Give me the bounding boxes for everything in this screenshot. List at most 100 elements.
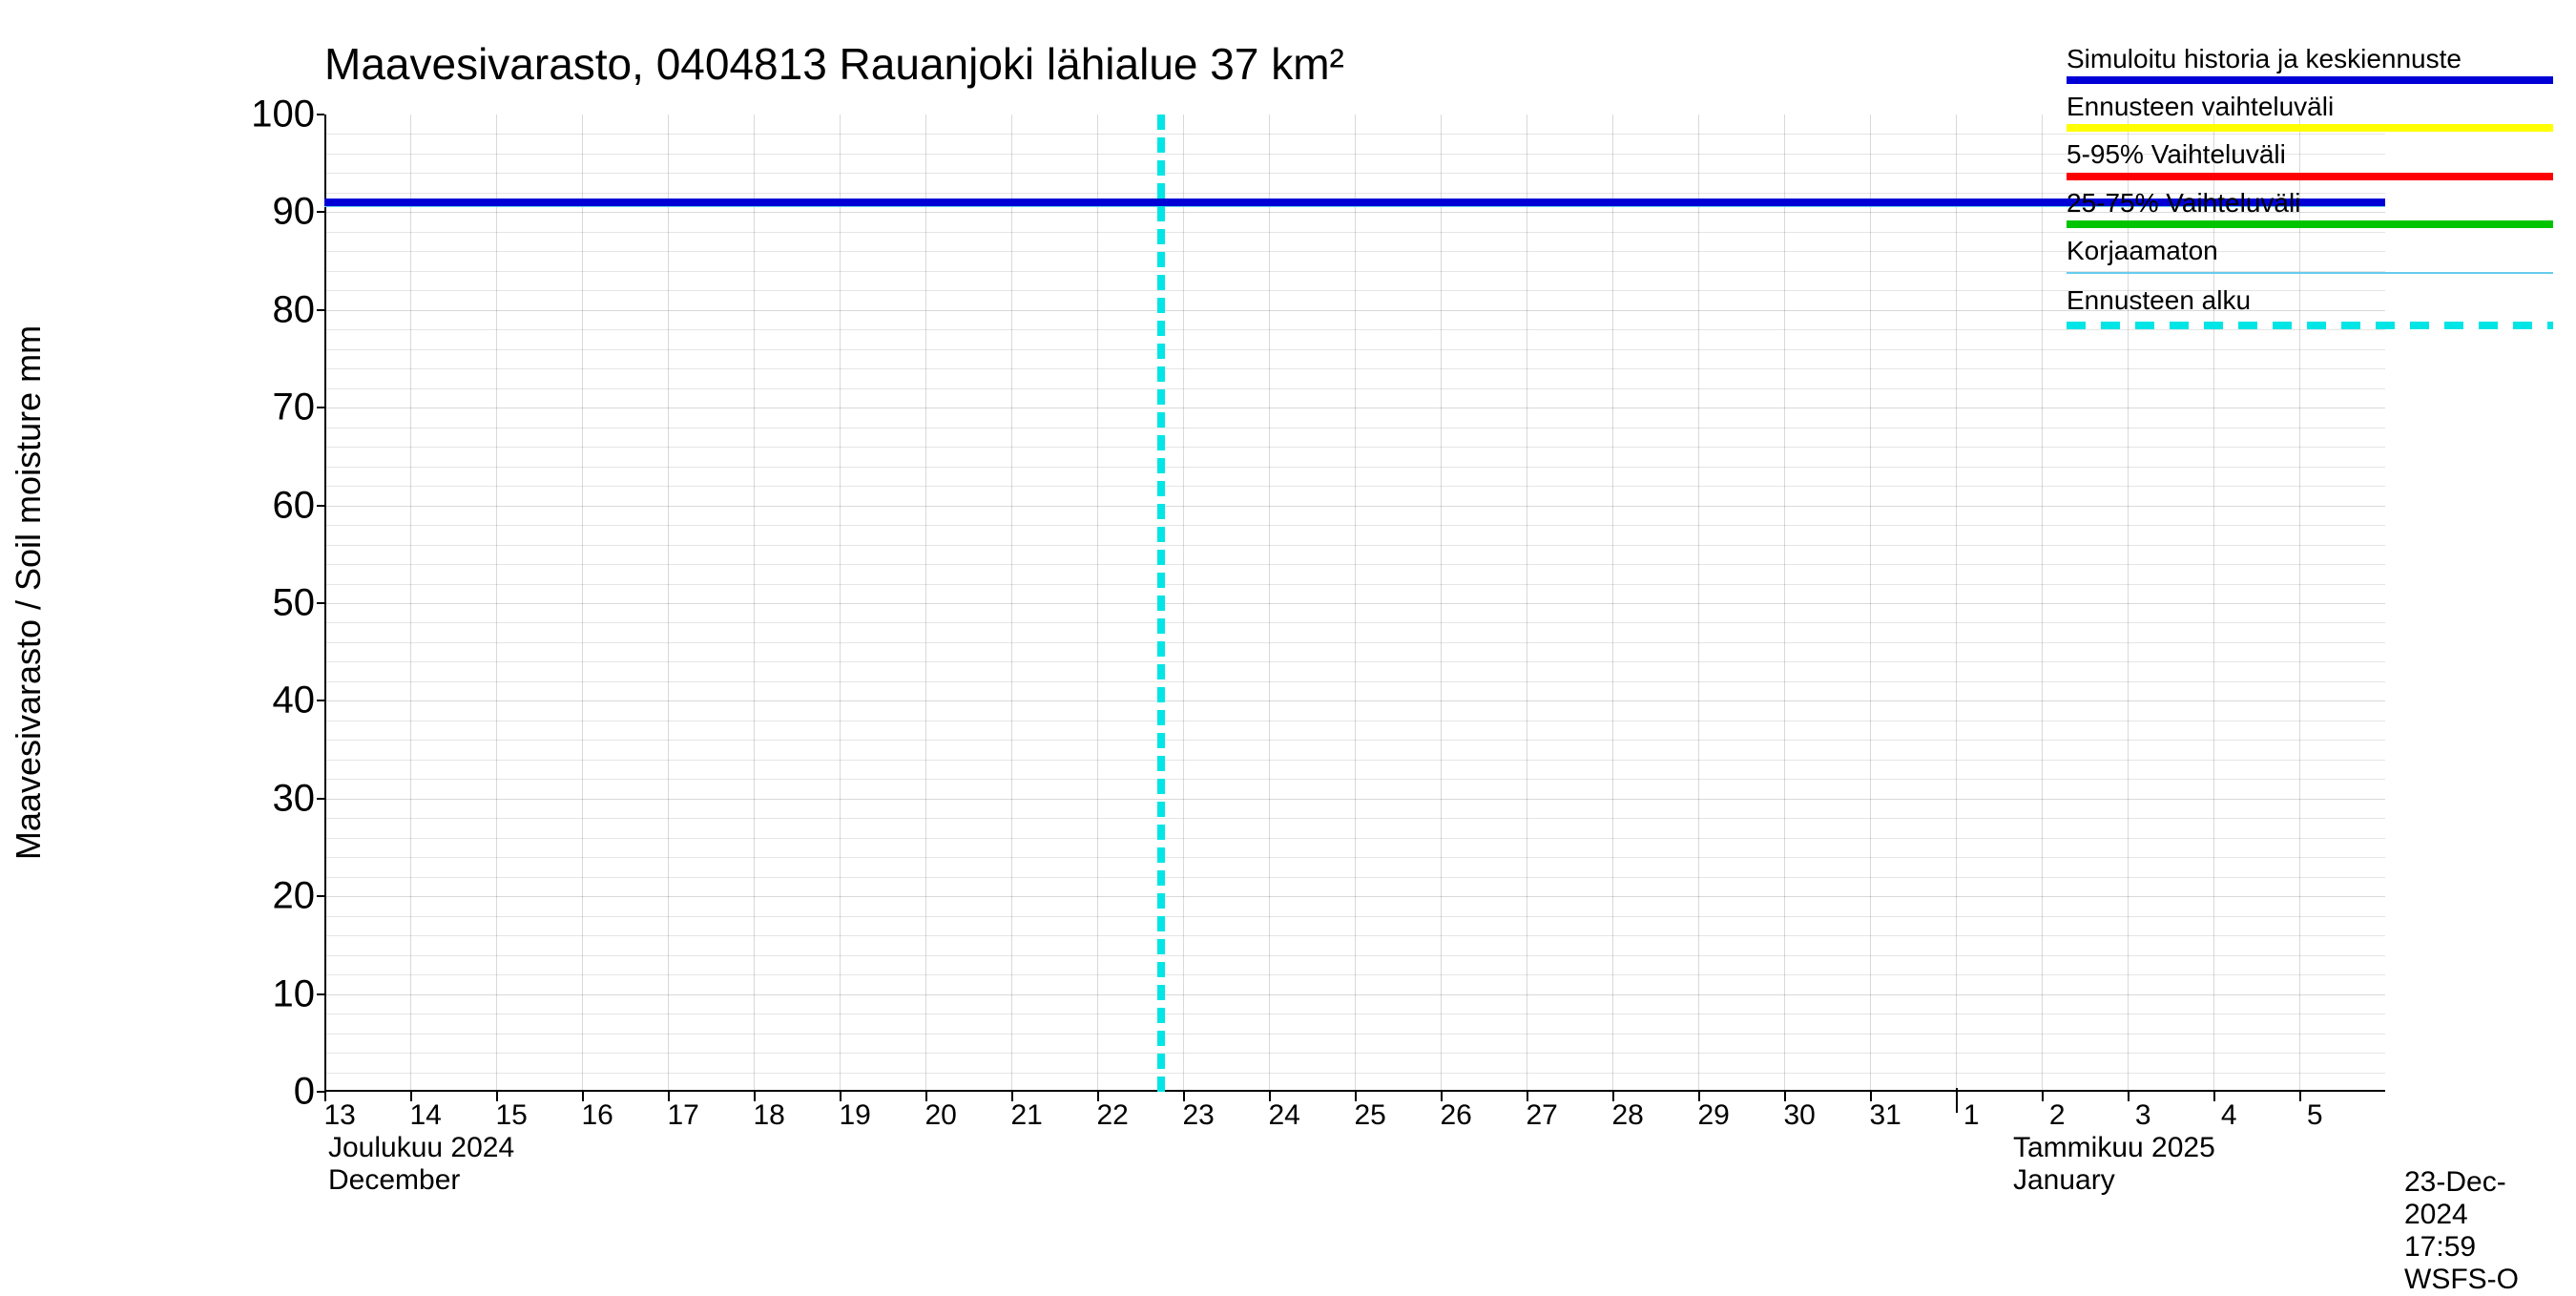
x-tick-label: 26 (1441, 1099, 1472, 1132)
month-label-2: Tammikuu 2025 (2013, 1132, 2215, 1164)
x-tick-label: 5 (2307, 1099, 2323, 1132)
y-tick-label: 0 (294, 1071, 315, 1114)
legend-swatch (2067, 220, 2553, 228)
legend-label: Ennusteen vaihteluväli (2067, 92, 2553, 122)
x-tick (925, 1092, 927, 1101)
y-tick-label: 10 (273, 972, 316, 1015)
timestamp: 23-Dec-2024 17:59 WSFS-O (2404, 1166, 2547, 1210)
forecast-start-line (1157, 115, 1165, 1092)
x-tick-label: 13 (324, 1099, 356, 1132)
x-tick (754, 1092, 756, 1101)
x-tick (1870, 1092, 1872, 1101)
legend: Simuloitu historia ja keskiennuste Ennust… (2067, 44, 2553, 337)
y-tick (317, 505, 324, 507)
x-tick-label: 31 (1870, 1099, 1901, 1132)
x-tick-label: 23 (1183, 1099, 1215, 1132)
grid-line-v (324, 115, 325, 1092)
y-tick-label: 90 (273, 191, 316, 234)
legend-label: 25-75% Vaihteluväli (2067, 188, 2553, 219)
grid-line-v (668, 115, 669, 1092)
x-tick (1183, 1092, 1185, 1101)
x-tick-label: 21 (1011, 1099, 1043, 1132)
legend-label: Simuloitu historia ja keskiennuste (2067, 44, 2553, 74)
x-tick (668, 1092, 670, 1101)
x-tick (1269, 1092, 1271, 1101)
x-tick-label: 15 (496, 1099, 528, 1132)
legend-swatch (2067, 76, 2553, 84)
x-tick-label: 30 (1784, 1099, 1816, 1132)
x-tick-label: 20 (925, 1099, 957, 1132)
grid-line-v (1355, 115, 1356, 1092)
x-tick (1011, 1092, 1013, 1101)
x-tick-label: 27 (1527, 1099, 1558, 1132)
x-tick (1612, 1092, 1614, 1101)
x-tick (410, 1092, 412, 1101)
grid-line-v (1097, 115, 1098, 1092)
y-tick-label: 80 (273, 288, 316, 331)
y-tick (317, 114, 324, 115)
x-tick-label: 24 (1269, 1099, 1300, 1132)
y-axis-label: Maavesivarasto / Soil moisture mm (9, 325, 49, 860)
legend-item: Simuloitu historia ja keskiennuste (2067, 44, 2553, 84)
x-tick-label: 2 (2049, 1099, 2066, 1132)
legend-item: Ennusteen alku (2067, 285, 2553, 329)
grid-line-v (1784, 115, 1785, 1092)
x-tick (2299, 1092, 2301, 1101)
legend-item: 5-95% Vaihteluväli (2067, 139, 2553, 179)
x-tick (2128, 1092, 2129, 1101)
grid-line-v (925, 115, 926, 1092)
legend-item: Korjaamaton (2067, 236, 2553, 274)
x-tick-label: 3 (2135, 1099, 2151, 1132)
x-tick-label: 29 (1698, 1099, 1730, 1132)
grid-line-v (582, 115, 583, 1092)
x-tick (840, 1092, 841, 1101)
grid-line-v (1956, 115, 1957, 1092)
x-tick (324, 1092, 326, 1101)
x-tick (1355, 1092, 1357, 1101)
x-tick (1527, 1092, 1528, 1101)
grid-line-v (1441, 115, 1442, 1092)
y-tick-label: 60 (273, 484, 316, 527)
x-tick (1097, 1092, 1099, 1101)
legend-swatch (2067, 124, 2553, 132)
y-tick-label: 30 (273, 777, 316, 820)
grid-line-v (1183, 115, 1184, 1092)
y-tick (317, 798, 324, 800)
x-tick-label: 28 (1612, 1099, 1644, 1132)
x-tick-label: 16 (582, 1099, 613, 1132)
y-tick-label: 50 (273, 582, 316, 625)
x-tick (2213, 1092, 2215, 1101)
grid-line-v (1870, 115, 1871, 1092)
x-tick (582, 1092, 584, 1101)
x-tick (2042, 1092, 2044, 1101)
y-tick (317, 309, 324, 311)
legend-swatch (2067, 272, 2553, 274)
y-tick (317, 602, 324, 604)
grid-line-v (2042, 115, 2043, 1092)
x-tick (1441, 1092, 1443, 1101)
x-tick (1784, 1092, 1786, 1101)
grid-line-v (1269, 115, 1270, 1092)
grid-line-v (496, 115, 497, 1092)
legend-item: Ennusteen vaihteluväli (2067, 92, 2553, 132)
chart-container: Maavesivarasto / Soil moisture mm Maaves… (0, 0, 2576, 1145)
y-tick-label: 40 (273, 679, 316, 722)
y-tick (317, 211, 324, 213)
grid-line-v (1011, 115, 1012, 1092)
y-tick (317, 407, 324, 408)
legend-swatch (2067, 173, 2553, 180)
x-tick-label: 19 (840, 1099, 871, 1132)
month-label-2-en: January (2013, 1164, 2115, 1197)
legend-swatch (2067, 322, 2553, 329)
x-tick-label: 17 (668, 1099, 699, 1132)
legend-label: Korjaamaton (2067, 236, 2553, 266)
x-tick-label: 1 (1963, 1099, 1980, 1132)
grid-line-v (840, 115, 841, 1092)
month-label-1: Joulukuu 2024 (328, 1132, 514, 1164)
y-tick-label: 20 (273, 875, 316, 918)
legend-item: 25-75% Vaihteluväli (2067, 188, 2553, 228)
legend-label: 5-95% Vaihteluväli (2067, 139, 2553, 170)
y-tick-label: 100 (251, 94, 315, 136)
grid-line-v (754, 115, 755, 1092)
grid-line-v (1612, 115, 1613, 1092)
